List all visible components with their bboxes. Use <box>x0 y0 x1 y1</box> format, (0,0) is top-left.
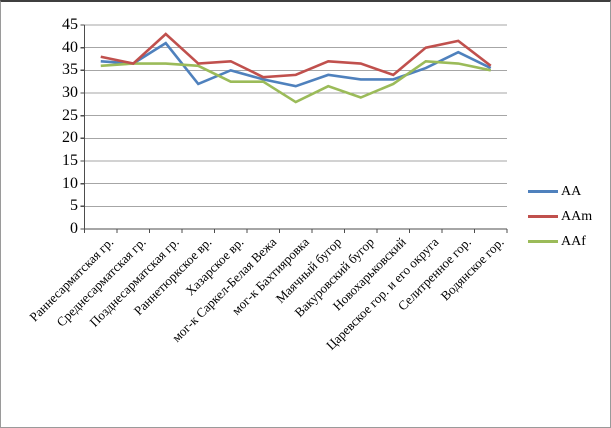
y-axis-tick-label: 20 <box>62 129 78 147</box>
legend-line-swatch <box>528 190 558 193</box>
y-axis-tick-label: 5 <box>70 197 78 215</box>
legend-label: AAf <box>561 233 586 249</box>
y-axis-tick-label: 10 <box>62 174 78 192</box>
y-axis-tick-label: 0 <box>70 220 78 237</box>
y-axis-tick-label: 45 <box>62 16 78 33</box>
series-line-AAm <box>100 32 492 79</box>
legend-line-swatch <box>528 240 558 243</box>
legend-label: AA <box>561 183 582 199</box>
legend-label: AAm <box>561 208 593 224</box>
y-axis-tick-label: 40 <box>62 38 78 56</box>
series-line-AA <box>100 41 492 88</box>
legend: AA AAm AAf <box>528 179 608 254</box>
y-axis-tick-label: 25 <box>62 106 78 124</box>
legend-item-AAf: AAf <box>528 229 608 254</box>
legend-line-swatch <box>528 215 558 218</box>
series-line-AAf <box>100 59 492 104</box>
legend-item-AA: AA <box>528 179 608 204</box>
legend-item-AAm: AAm <box>528 204 608 229</box>
y-axis-tick-label: 35 <box>62 61 78 79</box>
y-axis-tick-label: 15 <box>62 152 78 169</box>
y-axis-tick-label: 30 <box>62 84 78 101</box>
